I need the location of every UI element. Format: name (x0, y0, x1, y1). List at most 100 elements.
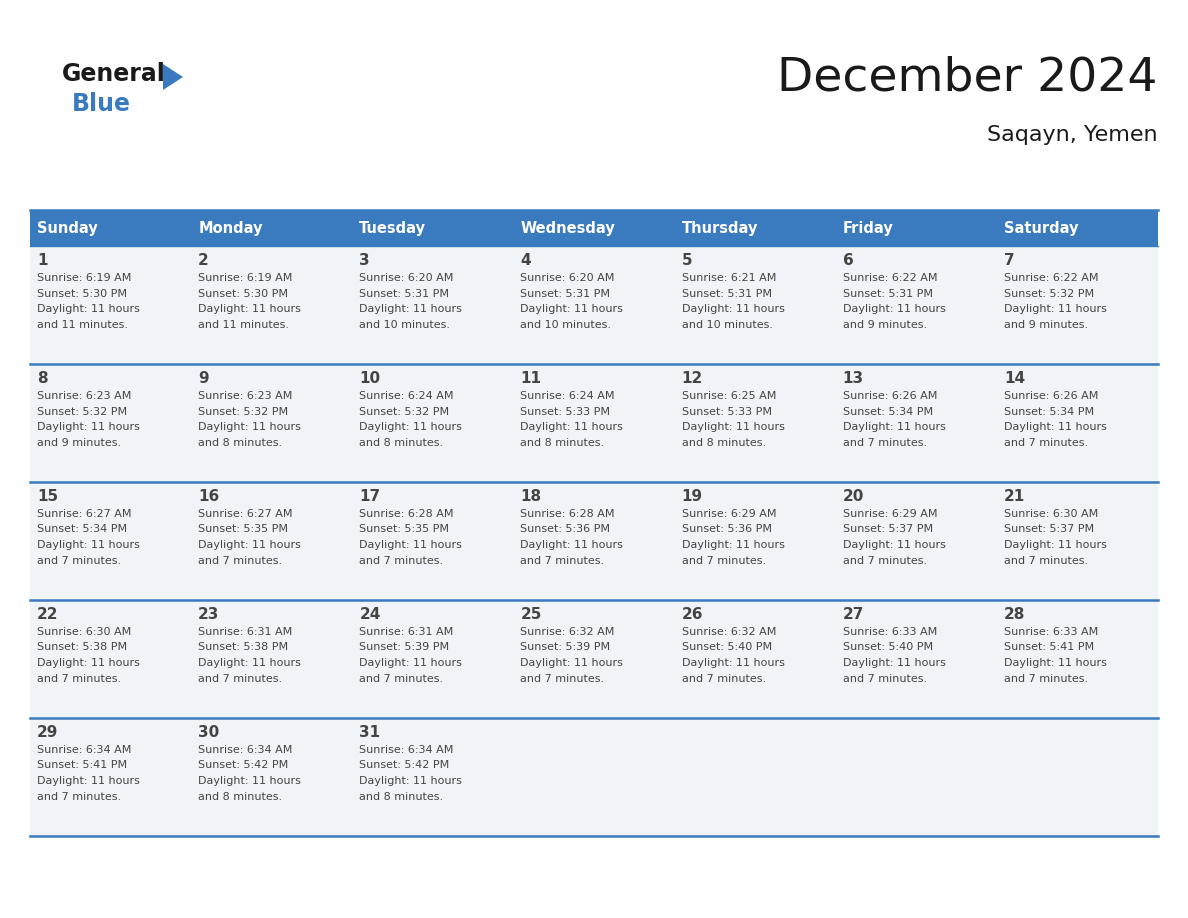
Bar (675, 718, 835, 836)
Text: Sunset: 5:37 PM: Sunset: 5:37 PM (842, 524, 933, 534)
Text: Daylight: 11 hours: Daylight: 11 hours (842, 540, 946, 550)
Text: and 8 minutes.: and 8 minutes. (198, 438, 283, 447)
Text: Sunset: 5:39 PM: Sunset: 5:39 PM (520, 643, 611, 653)
Text: Sunrise: 6:34 AM: Sunrise: 6:34 AM (359, 745, 454, 755)
Text: Sunrise: 6:20 AM: Sunrise: 6:20 AM (520, 273, 615, 283)
Text: Sunset: 5:31 PM: Sunset: 5:31 PM (359, 288, 449, 298)
Text: Daylight: 11 hours: Daylight: 11 hours (1004, 540, 1107, 550)
Text: Sunrise: 6:24 AM: Sunrise: 6:24 AM (359, 391, 454, 401)
Text: Daylight: 11 hours: Daylight: 11 hours (198, 422, 301, 432)
Text: 9: 9 (198, 371, 209, 386)
Text: 15: 15 (37, 489, 58, 504)
Bar (997, 364, 1158, 482)
Text: and 11 minutes.: and 11 minutes. (198, 319, 289, 330)
Text: 5: 5 (682, 253, 693, 268)
Text: Daylight: 11 hours: Daylight: 11 hours (682, 304, 784, 314)
Text: Sunrise: 6:34 AM: Sunrise: 6:34 AM (37, 745, 132, 755)
Text: Daylight: 11 hours: Daylight: 11 hours (842, 304, 946, 314)
Text: and 7 minutes.: and 7 minutes. (359, 555, 443, 565)
Bar (191, 210, 353, 246)
Text: Daylight: 11 hours: Daylight: 11 hours (359, 776, 462, 786)
Bar (997, 718, 1158, 836)
Text: and 8 minutes.: and 8 minutes. (520, 438, 605, 447)
Bar (675, 482, 835, 600)
Bar (675, 364, 835, 482)
Text: 31: 31 (359, 725, 380, 740)
Text: Sunrise: 6:33 AM: Sunrise: 6:33 AM (842, 627, 937, 637)
Bar (191, 600, 353, 718)
Text: 1: 1 (37, 253, 48, 268)
Text: and 7 minutes.: and 7 minutes. (520, 674, 605, 684)
Text: 11: 11 (520, 371, 542, 386)
Text: and 8 minutes.: and 8 minutes. (359, 438, 443, 447)
Text: Daylight: 11 hours: Daylight: 11 hours (37, 304, 140, 314)
Text: 30: 30 (198, 725, 220, 740)
Text: and 7 minutes.: and 7 minutes. (198, 674, 283, 684)
Text: General: General (62, 62, 166, 86)
Text: Sunset: 5:40 PM: Sunset: 5:40 PM (682, 643, 772, 653)
Text: Sunrise: 6:28 AM: Sunrise: 6:28 AM (359, 509, 454, 519)
Text: Sunrise: 6:28 AM: Sunrise: 6:28 AM (520, 509, 615, 519)
Text: Sunrise: 6:32 AM: Sunrise: 6:32 AM (520, 627, 615, 637)
Bar (513, 718, 675, 836)
Text: Sunset: 5:41 PM: Sunset: 5:41 PM (1004, 643, 1094, 653)
Text: and 10 minutes.: and 10 minutes. (520, 319, 612, 330)
Text: Sunset: 5:32 PM: Sunset: 5:32 PM (198, 407, 289, 417)
Text: 28: 28 (1004, 607, 1025, 622)
Text: Sunset: 5:34 PM: Sunset: 5:34 PM (37, 524, 127, 534)
Text: Thursday: Thursday (682, 220, 758, 236)
Text: Sunset: 5:30 PM: Sunset: 5:30 PM (37, 288, 127, 298)
Text: and 7 minutes.: and 7 minutes. (37, 791, 121, 801)
Text: Daylight: 11 hours: Daylight: 11 hours (359, 422, 462, 432)
Text: Sunset: 5:31 PM: Sunset: 5:31 PM (682, 288, 771, 298)
Text: Saqayn, Yemen: Saqayn, Yemen (987, 125, 1158, 145)
Text: Sunrise: 6:33 AM: Sunrise: 6:33 AM (1004, 627, 1098, 637)
Bar (675, 210, 835, 246)
Text: 24: 24 (359, 607, 380, 622)
Bar (513, 210, 675, 246)
Bar (353, 600, 513, 718)
Text: Sunset: 5:31 PM: Sunset: 5:31 PM (842, 288, 933, 298)
Text: 3: 3 (359, 253, 369, 268)
Text: Daylight: 11 hours: Daylight: 11 hours (198, 540, 301, 550)
Text: and 7 minutes.: and 7 minutes. (682, 555, 766, 565)
Text: Sunset: 5:31 PM: Sunset: 5:31 PM (520, 288, 611, 298)
Text: Sunset: 5:39 PM: Sunset: 5:39 PM (359, 643, 449, 653)
Text: Sunset: 5:34 PM: Sunset: 5:34 PM (1004, 407, 1094, 417)
Text: and 8 minutes.: and 8 minutes. (198, 791, 283, 801)
Text: Sunrise: 6:23 AM: Sunrise: 6:23 AM (37, 391, 132, 401)
Text: Daylight: 11 hours: Daylight: 11 hours (682, 658, 784, 668)
Text: and 9 minutes.: and 9 minutes. (37, 438, 121, 447)
Text: Sunrise: 6:27 AM: Sunrise: 6:27 AM (198, 509, 292, 519)
Polygon shape (163, 64, 183, 90)
Bar (997, 600, 1158, 718)
Text: 22: 22 (37, 607, 58, 622)
Text: 6: 6 (842, 253, 853, 268)
Text: Daylight: 11 hours: Daylight: 11 hours (520, 658, 624, 668)
Text: 29: 29 (37, 725, 58, 740)
Text: 21: 21 (1004, 489, 1025, 504)
Bar (835, 482, 997, 600)
Text: and 7 minutes.: and 7 minutes. (520, 555, 605, 565)
Text: and 7 minutes.: and 7 minutes. (37, 674, 121, 684)
Text: Sunrise: 6:22 AM: Sunrise: 6:22 AM (842, 273, 937, 283)
Text: Sunrise: 6:19 AM: Sunrise: 6:19 AM (198, 273, 292, 283)
Text: Sunset: 5:38 PM: Sunset: 5:38 PM (37, 643, 127, 653)
Text: Tuesday: Tuesday (359, 220, 426, 236)
Text: Sunrise: 6:29 AM: Sunrise: 6:29 AM (682, 509, 776, 519)
Bar (30, 364, 191, 482)
Bar (997, 210, 1158, 246)
Bar (30, 246, 191, 364)
Text: and 7 minutes.: and 7 minutes. (1004, 555, 1088, 565)
Bar (30, 600, 191, 718)
Text: 10: 10 (359, 371, 380, 386)
Text: 16: 16 (198, 489, 220, 504)
Text: Daylight: 11 hours: Daylight: 11 hours (198, 658, 301, 668)
Text: 27: 27 (842, 607, 864, 622)
Bar (835, 246, 997, 364)
Bar (997, 482, 1158, 600)
Text: Sunset: 5:30 PM: Sunset: 5:30 PM (198, 288, 289, 298)
Text: and 7 minutes.: and 7 minutes. (198, 555, 283, 565)
Text: and 10 minutes.: and 10 minutes. (682, 319, 772, 330)
Text: and 7 minutes.: and 7 minutes. (842, 438, 927, 447)
